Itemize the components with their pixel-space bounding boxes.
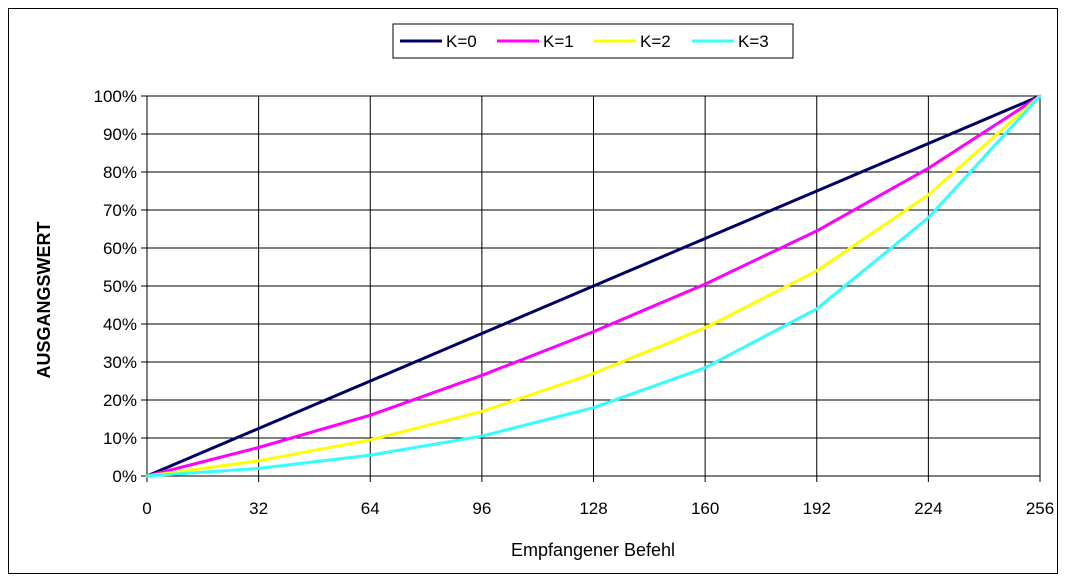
series-line-k3 xyxy=(145,94,1042,478)
y-tick-label: 40% xyxy=(103,315,137,334)
y-tick-label: 0% xyxy=(112,467,137,486)
legend-label: K=2 xyxy=(640,32,671,51)
series-lines xyxy=(145,94,1042,478)
legend-label: K=1 xyxy=(543,32,574,51)
gridlines xyxy=(141,95,1041,482)
x-tick-label: 128 xyxy=(579,499,607,518)
x-tick-label: 160 xyxy=(691,499,719,518)
y-tick-label: 70% xyxy=(103,201,137,220)
y-tick-label: 50% xyxy=(103,277,137,296)
y-tick-label: 20% xyxy=(103,391,137,410)
y-tick-labels: 0% 10% 20% 30% 40% 50% 60% 70% 80% 90% 100% xyxy=(94,87,137,486)
series-line-k2 xyxy=(145,94,1042,478)
series-line-k1 xyxy=(145,94,1042,478)
y-tick-label: 30% xyxy=(103,353,137,372)
x-tick-label: 96 xyxy=(472,499,491,518)
y-tick-label: 100% xyxy=(94,87,137,106)
x-tick-label: 0 xyxy=(142,499,151,518)
x-tick-label: 192 xyxy=(803,499,831,518)
y-axis-title: AUSGANGSWERT xyxy=(34,221,54,378)
y-tick-label: 80% xyxy=(103,163,137,182)
y-tick-label: 90% xyxy=(103,125,137,144)
legend-label: K=3 xyxy=(738,32,769,51)
legend: K=0 K=1 K=2 K=3 xyxy=(392,23,794,59)
y-tick-label: 10% xyxy=(103,429,137,448)
x-tick-label: 32 xyxy=(249,499,268,518)
x-tick-label: 224 xyxy=(914,499,942,518)
x-tick-label: 64 xyxy=(361,499,380,518)
legend-label: K=0 xyxy=(446,32,477,51)
x-axis-title: Empfangener Befehl xyxy=(511,540,675,560)
series-line-k0 xyxy=(145,94,1042,478)
x-tick-label: 256 xyxy=(1026,499,1054,518)
y-tick-label: 60% xyxy=(103,239,137,258)
x-tick-labels: 0 32 64 96 128 160 192 224 256 xyxy=(142,499,1054,518)
